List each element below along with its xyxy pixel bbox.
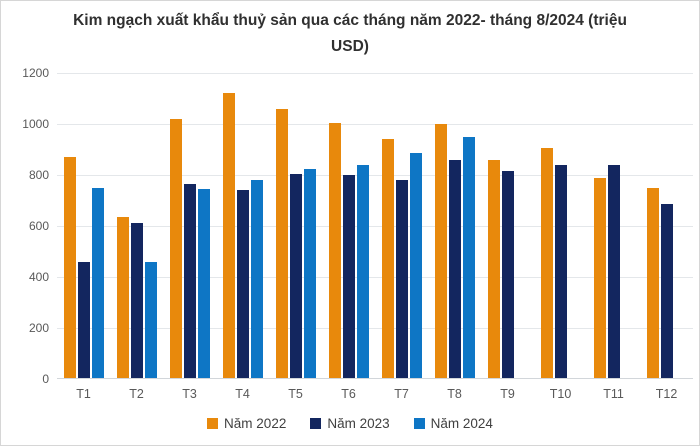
bar-t4-năm-2022	[222, 93, 235, 379]
bar-t10-năm-2023	[554, 164, 567, 379]
x-tick-label-t6: T6	[341, 387, 356, 401]
gridline-400	[57, 277, 693, 278]
plot-area	[57, 73, 693, 379]
legend-label: Năm 2024	[430, 416, 493, 431]
bar-t3-năm-2023	[183, 183, 196, 379]
x-tick-label-t7: T7	[394, 387, 409, 401]
bar-t5-năm-2024	[303, 168, 316, 379]
x-tick-label-t8: T8	[447, 387, 462, 401]
y-tick-label-1200: 1200	[22, 65, 49, 80]
bar-t11-năm-2022	[593, 177, 606, 379]
y-tick-label-1000: 1000	[22, 116, 49, 131]
bar-t10-năm-2022	[540, 148, 553, 379]
bar-t4-năm-2023	[236, 190, 249, 379]
bar-t9-năm-2023	[501, 171, 514, 379]
legend-item-năm-2023: Năm 2023	[310, 416, 390, 431]
bar-t5-năm-2022	[275, 108, 288, 379]
chart-title: Kim ngạch xuất khẩu thuỷ sản qua các thá…	[73, 12, 627, 55]
gridline-600	[57, 226, 693, 227]
bar-t7-năm-2022	[381, 139, 394, 379]
legend-swatch-icon	[207, 418, 219, 429]
y-tick-label-400: 400	[28, 269, 49, 284]
bar-t9-năm-2022	[487, 159, 500, 379]
y-axis-labels: 0 200 400 600 800 1000 1200	[9, 66, 49, 386]
legend-swatch-icon	[413, 418, 425, 429]
bar-t1-năm-2023	[77, 261, 90, 379]
bar-t12-năm-2022	[646, 187, 659, 379]
bar-t12-năm-2023	[660, 204, 673, 379]
bar-t1-năm-2024	[91, 187, 104, 379]
bar-t2-năm-2023	[130, 223, 143, 379]
bar-t8-năm-2024	[462, 136, 475, 379]
y-tick-label-200: 200	[28, 320, 49, 335]
bar-t3-năm-2022	[169, 118, 182, 379]
legend-item-năm-2022: Năm 2022	[207, 416, 286, 431]
y-tick-label-0: 0	[42, 371, 49, 386]
x-tick-label-t9: T9	[500, 387, 515, 401]
bar-t7-năm-2024	[409, 153, 422, 379]
gridline-1200	[57, 73, 693, 74]
bar-t2-năm-2022	[116, 217, 129, 379]
bar-t8-năm-2023	[448, 159, 461, 379]
bar-t11-năm-2023	[607, 164, 620, 379]
x-tick-label-t11: T11	[603, 387, 624, 401]
bar-t7-năm-2023	[395, 180, 408, 379]
x-tick-label-t3: T3	[182, 387, 197, 401]
bar-t2-năm-2024	[144, 261, 157, 379]
legend-item-năm-2024: Năm 2024	[413, 416, 493, 431]
x-tick-label-t10: T10	[549, 387, 572, 401]
x-tick-label-t1: T1	[76, 387, 91, 401]
x-axis-labels: T1 T2 T3 T4 T5 T6 T7 T8 T9 T10 T11 T12	[57, 387, 693, 405]
x-tick-label-t2: T2	[129, 387, 144, 401]
legend-swatch-icon	[310, 418, 322, 429]
bar-t3-năm-2024	[197, 189, 210, 379]
bar-t8-năm-2022	[434, 124, 447, 379]
legend: Năm 2022 Năm 2023 Năm 2024	[1, 416, 699, 431]
bar-t1-năm-2022	[63, 157, 76, 379]
bar-t6-năm-2022	[328, 122, 341, 379]
y-tick-label-600: 600	[28, 218, 49, 233]
legend-label: Năm 2023	[327, 416, 390, 431]
bar-t6-năm-2023	[342, 175, 355, 379]
x-axis-line	[57, 378, 693, 379]
x-tick-label-t4: T4	[235, 387, 250, 401]
y-tick-label-800: 800	[28, 167, 49, 182]
x-tick-label-t5: T5	[288, 387, 303, 401]
gridline-1000	[57, 124, 693, 125]
legend-label: Năm 2022	[224, 416, 287, 431]
bar-t4-năm-2024	[250, 180, 263, 379]
gridline-200	[57, 328, 693, 329]
gridline-800	[57, 175, 693, 176]
x-tick-label-t12: T12	[655, 387, 678, 401]
bar-t5-năm-2023	[289, 173, 302, 379]
bar-t6-năm-2024	[356, 164, 369, 379]
